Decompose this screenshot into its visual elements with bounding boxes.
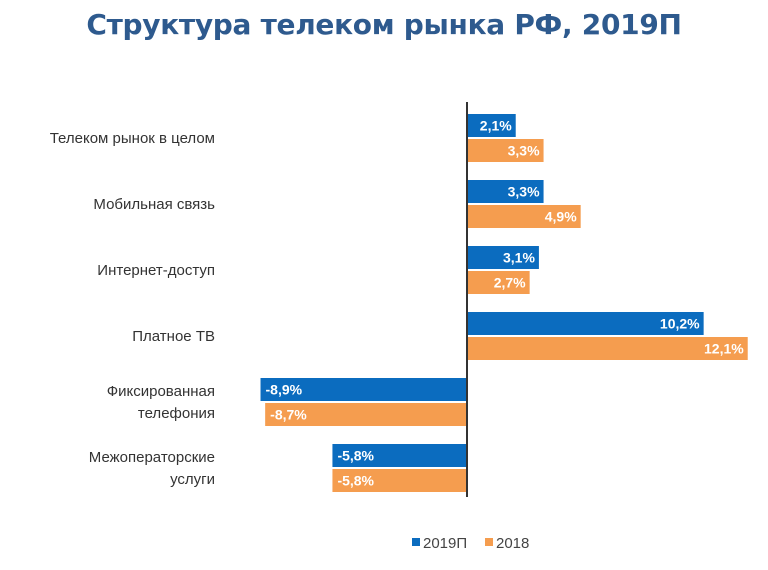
data-label-2019-2: 3,1% [503,250,535,266]
bar-2019-1 [467,180,544,203]
bar-2018-3 [467,337,748,360]
bar-2019-2 [467,246,539,269]
category-label-5-line0: Межоператорские [89,449,215,466]
bar-2018-5 [332,469,467,492]
bar-2019-3 [467,312,704,335]
legend-label-2019: 2019П [423,535,467,552]
category-label-4-line1: телефония [138,405,215,422]
data-label-2018-4: -8,7% [270,407,307,423]
data-label-2018-0: 3,3% [508,143,540,159]
chart-title: Структура телеком рынка РФ, 2019П [86,8,682,41]
legend-label-2018: 2018 [496,535,529,552]
bars-group: 2,1% 3,3% 3,3% 4,9% 3,1% 2,7% 10,2%12,1% -8,9% -… [260,114,748,492]
data-label-2018-3: 12,1% [704,341,744,357]
legend-swatch-2019 [412,538,420,546]
data-label-2019-0: 2,1% [480,118,512,134]
data-label-2019-4: -8,9% [266,382,303,398]
data-label-2018-2: 2,7% [494,275,526,291]
data-label-2018-1: 4,9% [545,209,577,225]
bar-2018-2 [467,271,530,294]
legend-swatch-2018 [485,538,493,546]
bar-2018-4 [265,403,467,426]
data-label-2018-5: -5,8% [337,473,374,489]
bar-2019-5 [332,444,467,467]
bar-2018-0 [467,139,544,162]
category-label-3: Платное ТВ [132,328,215,345]
category-label-2: Интернет-доступ [97,262,215,279]
data-label-2019-1: 3,3% [508,184,540,200]
bar-2019-4 [260,378,467,401]
bar-2019-0 [467,114,516,137]
category-label-5-line1: услуги [170,471,215,488]
category-label-0: Телеком рынок в целом [50,130,215,147]
data-label-2019-3: 10,2% [660,316,700,332]
category-label-1: Мобильная связь [93,196,215,213]
legend: 2019П 2018 [412,535,529,552]
category-label-4-line0: Фиксированная [107,383,215,400]
bar-2018-1 [467,205,581,228]
category-labels-group: Телеком рынок в целом Мобильная связь Инте… [50,130,215,488]
data-label-2019-5: -5,8% [337,448,374,464]
